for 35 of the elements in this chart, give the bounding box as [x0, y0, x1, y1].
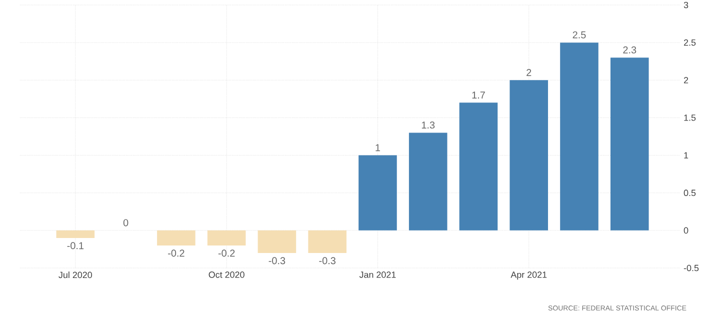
data-label: 1 — [376, 144, 380, 152]
bar — [207, 230, 246, 246]
bar — [258, 230, 296, 253]
data-label: 2.3 — [623, 46, 636, 54]
data-label: 1.3 — [422, 122, 435, 129]
y-tick-label: 2.5 — [684, 39, 696, 46]
bar — [56, 230, 95, 238]
data-label: -0.2 — [168, 250, 184, 257]
y-tick-label: 1.5 — [684, 114, 696, 121]
y-tick-label: 0.5 — [684, 190, 696, 196]
y-tick-label: 1 — [684, 152, 688, 158]
bar — [157, 230, 196, 246]
data-label: -0.2 — [218, 250, 235, 257]
y-tick-label: -0.5 — [684, 264, 699, 272]
data-label: -0.1 — [67, 242, 84, 250]
bar — [510, 80, 548, 230]
data-label: -0.3 — [319, 257, 336, 264]
bar — [308, 230, 346, 253]
data-label: 0 — [123, 219, 128, 226]
x-tick-label: Jan 2021 — [359, 272, 396, 278]
data-label: 2.5 — [572, 31, 586, 38]
bar — [610, 58, 649, 230]
x-tick-label: Oct 2020 — [208, 272, 244, 278]
bar — [459, 102, 498, 230]
bar — [560, 42, 598, 230]
bar — [358, 155, 397, 230]
y-tick-label: 3 — [684, 2, 688, 8]
x-tick-label: Apr 2021 — [510, 272, 547, 280]
data-label: 1.7 — [472, 92, 485, 98]
bar — [408, 132, 448, 230]
y-tick-label: 2 — [684, 77, 688, 84]
data-label: -0.3 — [268, 257, 286, 264]
data-label: 2 — [526, 69, 532, 76]
x-tick-label: Jul 2020 — [58, 272, 92, 278]
y-tick-label: 0 — [684, 227, 688, 234]
